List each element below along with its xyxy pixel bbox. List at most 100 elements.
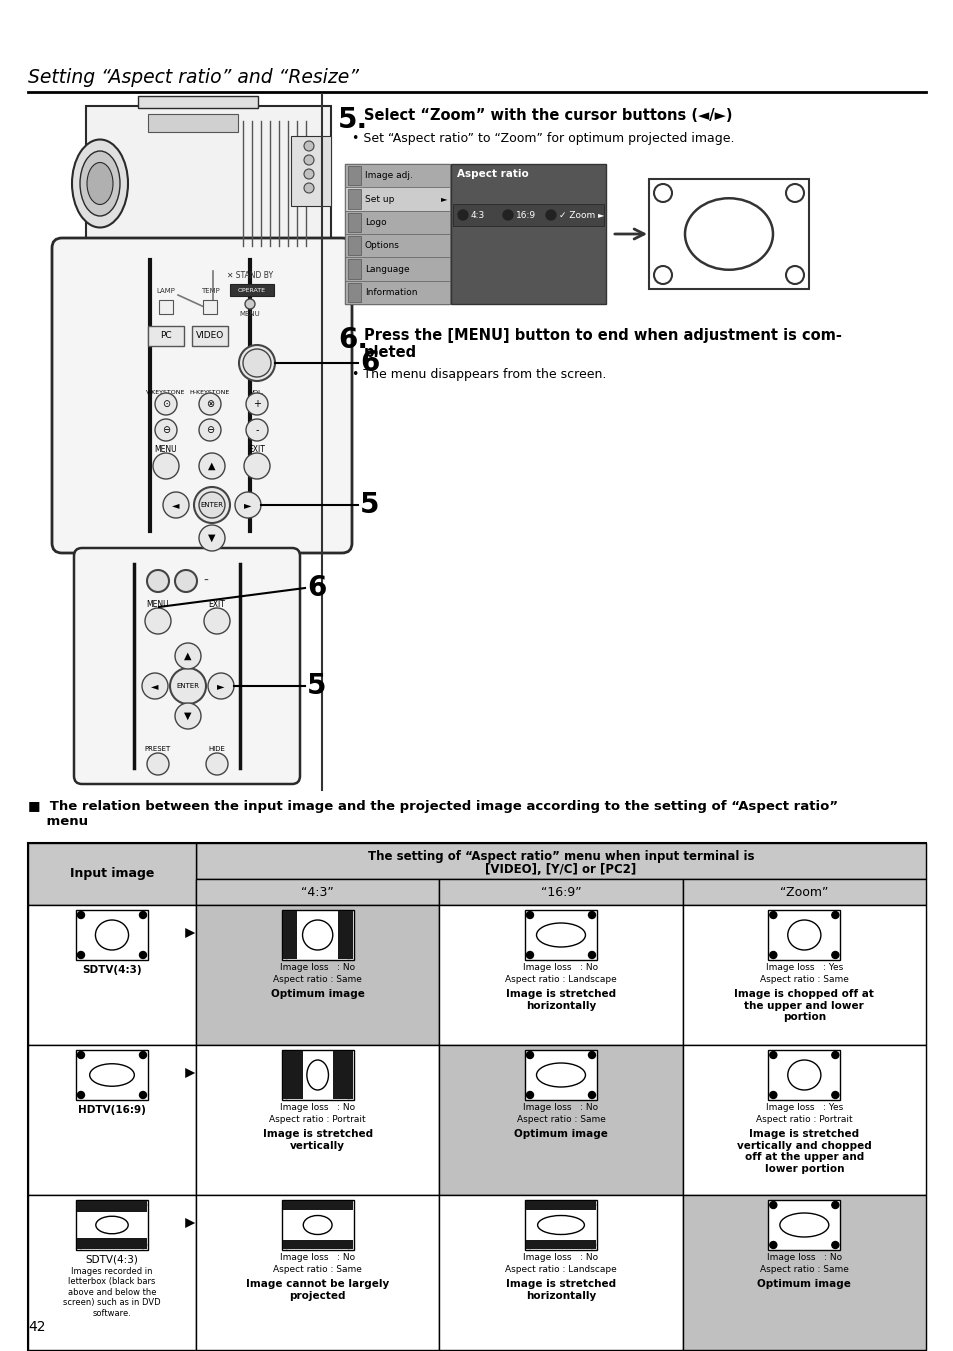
Circle shape (345, 951, 352, 958)
Bar (77, 1201, 147, 1212)
Circle shape (77, 951, 85, 958)
Bar (28, 1196, 195, 1350)
Circle shape (457, 209, 468, 220)
Circle shape (769, 951, 776, 958)
Bar (345, 234, 450, 257)
Circle shape (199, 526, 225, 551)
Circle shape (139, 1051, 147, 1058)
Circle shape (588, 1051, 595, 1058)
Bar (77, 1238, 147, 1250)
Text: ◄: ◄ (152, 681, 158, 690)
Text: ■  The relation between the input image and the projected image according to the: ■ The relation between the input image a… (28, 800, 838, 828)
Text: ◄: ◄ (172, 500, 179, 509)
Text: Aspect ratio : Portrait: Aspect ratio : Portrait (269, 1115, 366, 1124)
Bar (348, 259, 360, 278)
Text: ▲: ▲ (208, 461, 215, 471)
Circle shape (174, 703, 201, 730)
Text: [VIDEO], [Y/C] or [PC2]: [VIDEO], [Y/C] or [PC2] (485, 863, 636, 875)
Circle shape (139, 951, 147, 958)
Circle shape (139, 1201, 147, 1209)
Circle shape (77, 1242, 85, 1248)
Circle shape (245, 299, 254, 309)
Circle shape (831, 1092, 838, 1098)
Bar (338, 911, 353, 959)
Bar (333, 1051, 353, 1098)
Bar (28, 843, 195, 905)
Bar (148, 326, 184, 346)
Circle shape (239, 345, 274, 381)
Bar (76, 1050, 148, 1100)
Bar (767, 1050, 840, 1100)
Circle shape (206, 753, 228, 775)
Bar (76, 911, 148, 961)
Bar (348, 236, 360, 255)
Text: Aspect ratio : Same: Aspect ratio : Same (760, 975, 848, 984)
Text: MENU: MENU (147, 600, 169, 609)
Bar (291, 136, 331, 205)
Bar (767, 1200, 840, 1250)
Bar (195, 1046, 439, 1196)
Text: Aspect ratio : Same: Aspect ratio : Same (516, 1115, 605, 1124)
Text: ►: ► (244, 500, 252, 509)
Circle shape (174, 570, 196, 592)
Text: The setting of “Aspect ratio” menu when input terminal is: The setting of “Aspect ratio” menu when … (367, 850, 754, 863)
FancyBboxPatch shape (74, 549, 299, 784)
Text: “Zoom”: “Zoom” (780, 885, 827, 898)
Text: HIDE: HIDE (209, 746, 225, 753)
Text: ⊖: ⊖ (206, 426, 213, 435)
Text: • The menu disappears from the screen.: • The menu disappears from the screen. (352, 367, 606, 381)
Text: Image loss   : No: Image loss : No (280, 1102, 355, 1112)
Bar (281, 1050, 354, 1100)
Text: SDTV(4:3): SDTV(4:3) (82, 965, 142, 975)
Text: 5.: 5. (337, 105, 368, 134)
Text: Aspect ratio : Same: Aspect ratio : Same (273, 975, 362, 984)
Circle shape (526, 1201, 533, 1209)
Bar (682, 1046, 925, 1196)
Circle shape (526, 912, 533, 919)
Text: V-KEYSTONE: V-KEYSTONE (146, 389, 186, 394)
Text: Information: Information (365, 288, 417, 297)
Bar (682, 880, 925, 905)
Circle shape (243, 349, 271, 377)
Bar (195, 880, 439, 905)
Text: Image loss   : Yes: Image loss : Yes (765, 963, 842, 971)
Bar (282, 1051, 302, 1098)
Ellipse shape (80, 151, 120, 216)
Bar (345, 257, 450, 281)
Text: Aspect ratio : Landscape: Aspect ratio : Landscape (504, 1265, 617, 1274)
Text: Select “Zoom” with the cursor buttons (◄/►): Select “Zoom” with the cursor buttons (◄… (364, 108, 732, 123)
Bar (282, 911, 296, 959)
Circle shape (154, 419, 177, 440)
Circle shape (304, 141, 314, 151)
Text: ►: ► (217, 681, 225, 690)
Circle shape (588, 1092, 595, 1098)
Bar (648, 178, 808, 289)
Bar (348, 212, 360, 232)
Bar (439, 905, 682, 1046)
Bar (192, 326, 228, 346)
Text: ▼: ▼ (208, 534, 215, 543)
Text: ◄: ◄ (456, 211, 463, 219)
Circle shape (345, 1201, 352, 1209)
Text: Aspect ratio : Same: Aspect ratio : Same (273, 1265, 362, 1274)
Text: OPERATE: OPERATE (237, 289, 266, 293)
Text: Optimum image: Optimum image (514, 1129, 607, 1139)
Circle shape (304, 155, 314, 165)
Text: ✕ STAND BY: ✕ STAND BY (227, 272, 273, 281)
Bar (282, 1201, 353, 1210)
Text: LAMP: LAMP (156, 288, 175, 295)
Text: SDTV(4:3): SDTV(4:3) (86, 1255, 138, 1265)
Circle shape (502, 209, 513, 220)
Circle shape (174, 643, 201, 669)
Text: TEMP: TEMP (200, 288, 219, 295)
Bar (28, 843, 925, 1350)
Circle shape (147, 753, 169, 775)
Bar (345, 188, 450, 211)
Ellipse shape (71, 139, 128, 227)
Bar (682, 1196, 925, 1350)
Text: ⊗: ⊗ (206, 399, 213, 409)
Bar (345, 163, 450, 304)
Circle shape (769, 1201, 776, 1209)
Text: Image loss   : No: Image loss : No (280, 1252, 355, 1262)
Text: ENTER: ENTER (176, 684, 199, 689)
